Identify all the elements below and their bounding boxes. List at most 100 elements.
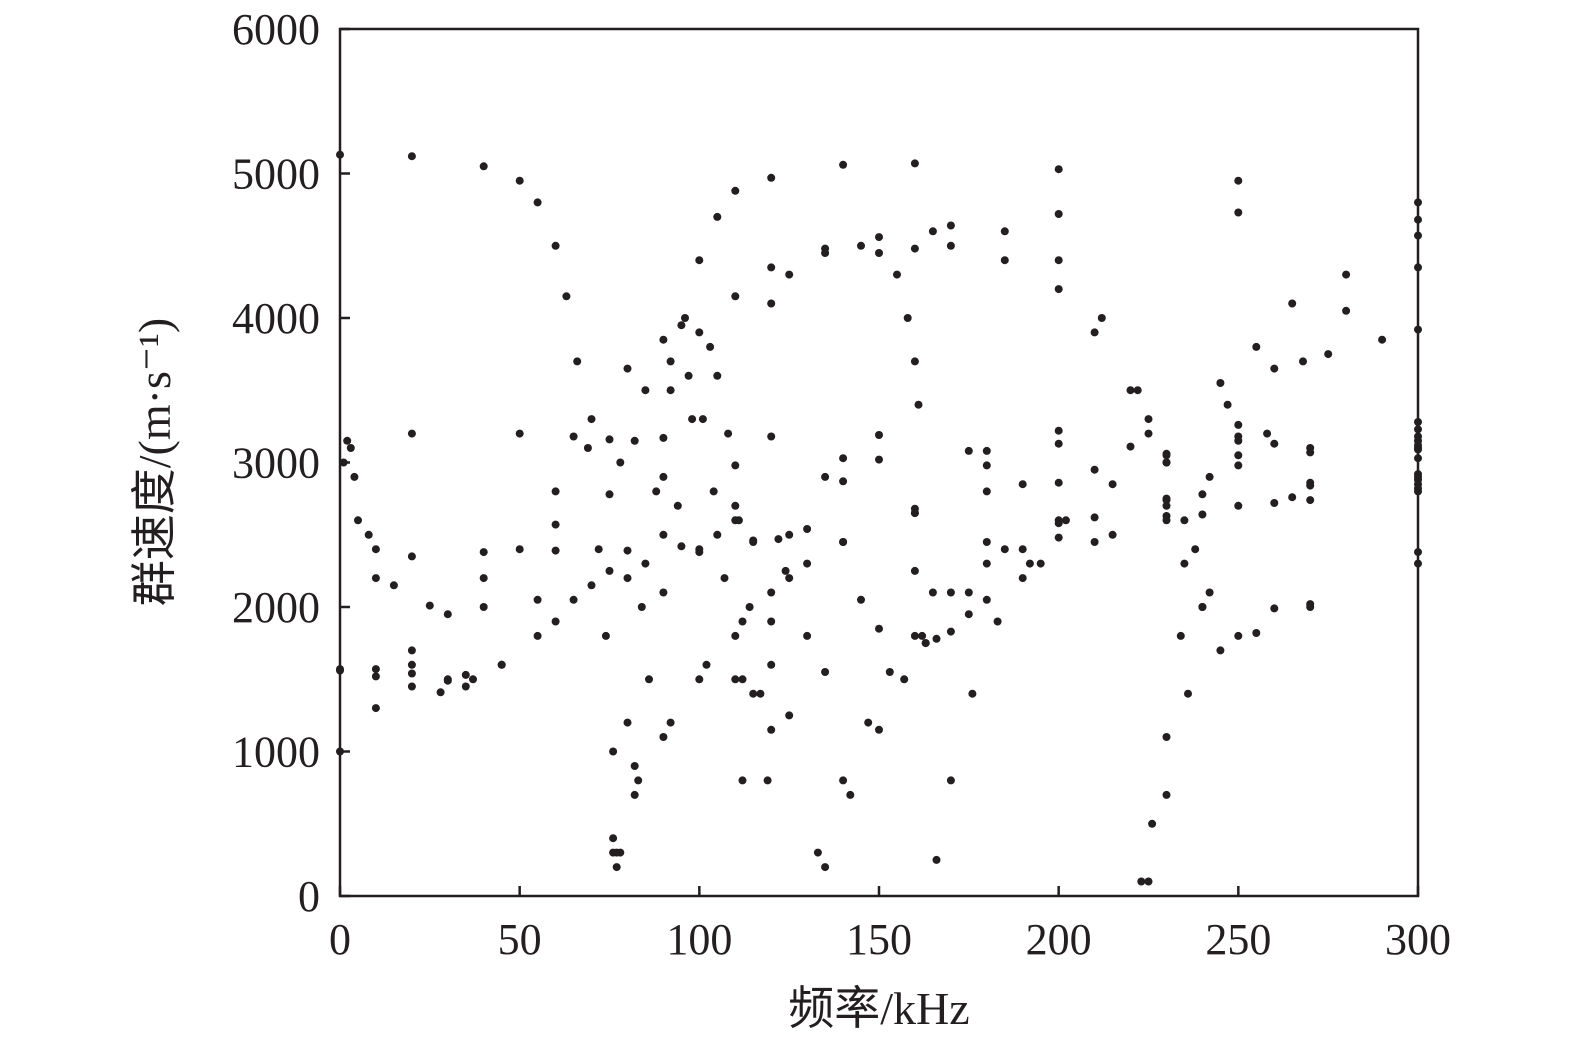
data-point <box>666 386 675 395</box>
data-point <box>1061 516 1070 525</box>
data-point <box>551 546 560 555</box>
data-point <box>371 704 380 713</box>
data-point <box>1263 429 1272 438</box>
data-point <box>1198 603 1207 611</box>
data-point <box>910 631 919 640</box>
data-point <box>1270 364 1279 373</box>
data-point <box>875 725 883 734</box>
data-point <box>821 668 830 676</box>
data-point <box>839 160 848 169</box>
data-point <box>857 595 865 604</box>
data-point <box>659 588 668 597</box>
data-point <box>630 762 639 770</box>
data-point <box>785 270 794 279</box>
data-point <box>1054 426 1063 435</box>
data-point <box>1234 501 1243 510</box>
data-point <box>695 256 704 265</box>
data-point <box>982 461 991 470</box>
data-point <box>479 162 488 171</box>
data-point <box>1234 208 1243 217</box>
data-point <box>1234 451 1243 460</box>
data-point <box>946 627 955 636</box>
data-point <box>551 617 560 626</box>
x-tick-label: 100 <box>666 915 732 964</box>
data-point <box>551 487 560 496</box>
data-point <box>803 631 812 640</box>
data-point <box>821 249 830 257</box>
data-point <box>738 617 747 626</box>
data-point <box>479 574 488 583</box>
data-point <box>623 546 632 555</box>
data-point <box>1162 496 1171 505</box>
y-axis: 0 1000 2000 3000 4000 5000 6000 <box>232 5 350 921</box>
data-point <box>371 574 380 583</box>
data-point <box>1162 451 1171 460</box>
data-point <box>562 292 571 301</box>
data-point <box>857 241 865 250</box>
data-point <box>1162 501 1171 510</box>
x-tick-label: 200 <box>1026 915 1092 964</box>
data-point <box>364 530 373 539</box>
data-point <box>1054 533 1063 542</box>
data-point <box>781 566 790 575</box>
data-point <box>921 639 930 648</box>
data-point <box>875 455 883 464</box>
data-point <box>569 595 578 604</box>
data-point <box>666 718 675 727</box>
data-point <box>839 454 848 463</box>
data-point <box>964 446 973 455</box>
data-point <box>673 501 682 510</box>
data-point <box>425 601 434 610</box>
data-point <box>630 790 639 799</box>
data-point <box>731 501 740 510</box>
data-point <box>910 357 919 366</box>
data-point <box>698 415 707 424</box>
data-point <box>1108 530 1117 539</box>
data-point <box>893 270 901 279</box>
x-tick-label: 50 <box>498 915 542 964</box>
data-point <box>1018 574 1027 583</box>
data-point <box>605 566 614 575</box>
data-point <box>1216 379 1225 387</box>
data-point <box>1054 210 1063 218</box>
data-point <box>1148 819 1157 828</box>
data-point <box>946 588 955 597</box>
data-point <box>1288 299 1297 308</box>
y-tick-label: 4000 <box>232 294 320 343</box>
data-point <box>1090 328 1099 337</box>
data-point <box>609 848 618 857</box>
data-point <box>659 733 668 741</box>
data-point <box>813 848 822 857</box>
data-point <box>695 675 704 684</box>
data-point <box>612 863 621 872</box>
data-point <box>1126 386 1135 395</box>
data-point <box>1144 877 1153 886</box>
data-point <box>1234 436 1243 445</box>
data-point <box>1270 604 1279 613</box>
data-point <box>616 848 625 857</box>
data-point <box>479 603 488 611</box>
x-tick-label: 0 <box>329 915 351 964</box>
data-point <box>623 718 632 727</box>
data-point <box>461 670 470 679</box>
data-point <box>1162 516 1171 525</box>
data-point <box>1054 439 1063 448</box>
data-point <box>533 198 542 207</box>
data-point <box>1126 442 1135 451</box>
data-point <box>738 675 747 684</box>
data-point <box>846 790 855 799</box>
data-point <box>389 581 398 590</box>
data-point <box>645 675 653 684</box>
data-point <box>695 328 704 337</box>
data-point <box>910 566 919 575</box>
data-point <box>652 487 661 496</box>
y-tick-label: 0 <box>298 872 320 921</box>
data-point <box>1162 458 1171 467</box>
data-point <box>594 545 603 554</box>
data-point <box>659 530 668 539</box>
data-point <box>731 631 740 640</box>
data-point <box>713 530 722 539</box>
data-point <box>749 689 758 698</box>
data-point <box>1108 480 1117 489</box>
data-point <box>785 530 794 539</box>
